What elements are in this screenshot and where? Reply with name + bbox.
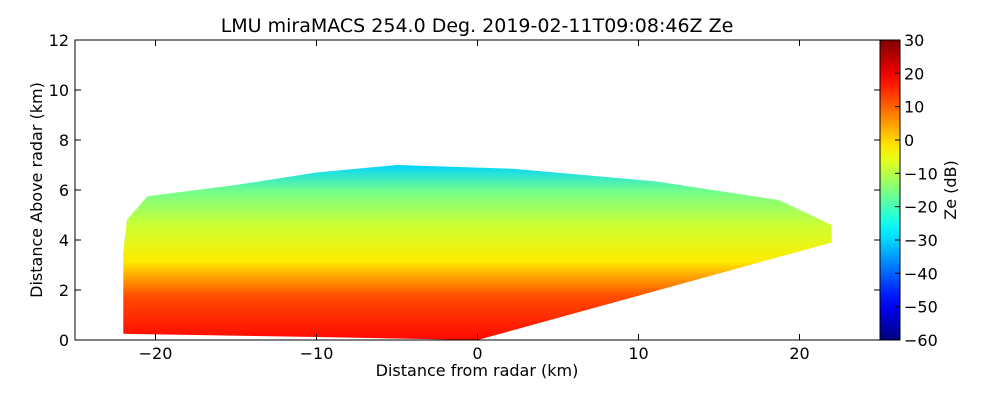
- y-tick-label: 6: [59, 181, 69, 200]
- colorbar-tick-label: 10: [904, 98, 924, 117]
- colorbar-tick-label: 0: [904, 131, 914, 150]
- colorbar-ticks: 30 20 10 0 −10 −20 −30 −40 −50 −60: [895, 31, 938, 350]
- y-tick-label: 10: [49, 81, 69, 100]
- x-tick-label: −20: [139, 344, 173, 363]
- colorbar-tick-label: −10: [904, 164, 938, 183]
- colorbar-tick-label: 20: [904, 64, 924, 83]
- x-tick-label: −10: [300, 344, 334, 363]
- colorbar-tick-label: −40: [904, 264, 938, 283]
- colorbar-tick-label: −60: [904, 331, 938, 350]
- y-axis-label: Distance Above radar (km): [27, 82, 46, 298]
- x-tick-label: 10: [628, 344, 648, 363]
- y-tick-label: 0: [59, 331, 69, 350]
- radar-reflectivity-field: [123, 165, 832, 340]
- colorbar-tick-label: −50: [904, 298, 938, 317]
- x-axis: −20 −10 0 10 20: [139, 40, 810, 363]
- y-tick-label: 12: [49, 31, 69, 50]
- colorbar: 30 20 10 0 −10 −20 −30 −40 −50 −60 Ze (dB): [879, 31, 960, 350]
- chart-title: LMU miraMACS 254.0 Deg. 2019-02-11T09:08…: [221, 15, 734, 37]
- colorbar-fill: [879, 39, 901, 341]
- colorbar-tick-label: −20: [904, 198, 938, 217]
- colorbar-tick-label: −30: [904, 231, 938, 250]
- y-tick-label: 2: [59, 281, 69, 300]
- colorbar-tick-label: 30: [904, 31, 924, 50]
- colorbar-label: Ze (dB): [941, 160, 960, 220]
- x-axis-label: Distance from radar (km): [376, 361, 579, 380]
- y-tick-label: 8: [59, 131, 69, 150]
- plot-area: [123, 165, 832, 340]
- y-axis: 0 2 4 6 8 10 12: [49, 31, 880, 350]
- y-tick-label: 4: [59, 231, 69, 250]
- x-tick-label: 0: [472, 344, 482, 363]
- x-tick-label: 20: [789, 344, 809, 363]
